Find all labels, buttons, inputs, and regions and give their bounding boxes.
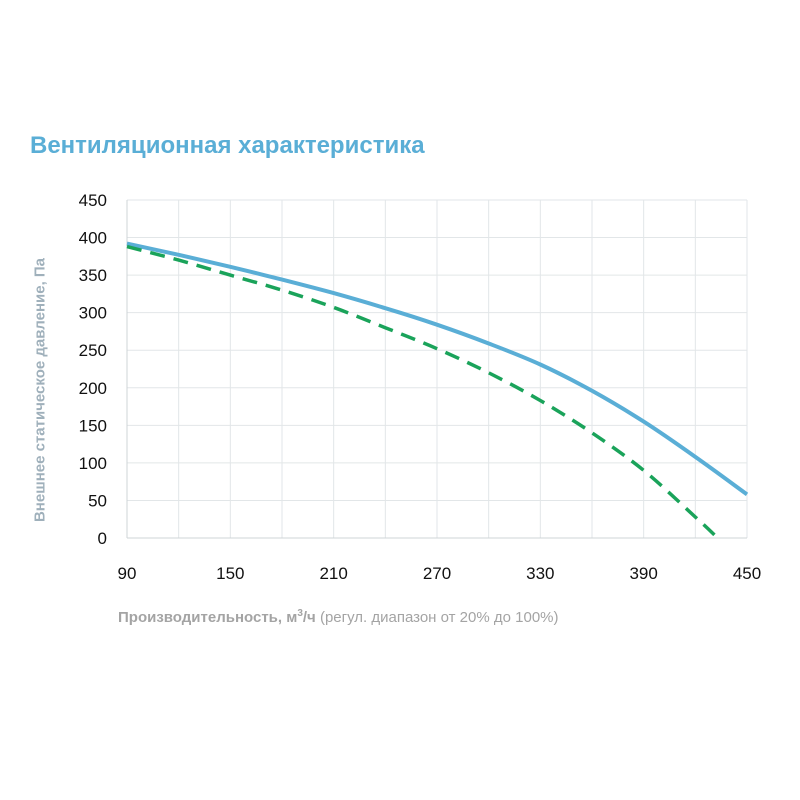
y-tick-label: 50 bbox=[88, 491, 107, 510]
y-tick-label: 250 bbox=[79, 341, 107, 360]
x-tick-label: 150 bbox=[216, 564, 244, 583]
x-tick-label: 210 bbox=[319, 564, 347, 583]
x-tick-label: 390 bbox=[629, 564, 657, 583]
axes bbox=[126, 200, 747, 539]
x-axis-label-note: (регул. диапазон от 20% до 100%) bbox=[315, 609, 559, 626]
y-tick-label: 350 bbox=[79, 266, 107, 285]
x-tick-label: 450 bbox=[733, 564, 761, 583]
y-tick-label: 400 bbox=[79, 229, 107, 248]
x-axis-label-main: Производительность, м bbox=[118, 609, 298, 626]
x-tick-label: 330 bbox=[526, 564, 554, 583]
y-tick-label: 200 bbox=[79, 379, 107, 398]
y-tick-label: 450 bbox=[79, 191, 107, 210]
x-tick-labels: 90 150 210 270 330 390 450 bbox=[118, 564, 762, 583]
chart-title: Вентиляционная характеристика bbox=[30, 132, 425, 159]
series-line-dashed bbox=[126, 244, 719, 540]
series-line-solid bbox=[126, 241, 749, 497]
y-tick-label: 150 bbox=[79, 416, 107, 435]
x-axis-label-unit: /ч bbox=[302, 609, 316, 626]
y-tick-label: 100 bbox=[79, 454, 107, 473]
grid bbox=[127, 199, 748, 538]
x-axis-label: Производительность, м3/ч (регул. диапазо… bbox=[118, 608, 559, 626]
series-group bbox=[126, 241, 749, 540]
y-tick-label: 0 bbox=[98, 529, 107, 548]
y-tick-labels: 0 50 100 150 200 250 300 350 400 450 bbox=[79, 191, 107, 548]
x-tick-label: 270 bbox=[423, 564, 451, 583]
x-tick-label: 90 bbox=[118, 564, 137, 583]
x-axis-label-superscript: 3 bbox=[297, 608, 303, 619]
y-tick-label: 300 bbox=[79, 304, 107, 323]
